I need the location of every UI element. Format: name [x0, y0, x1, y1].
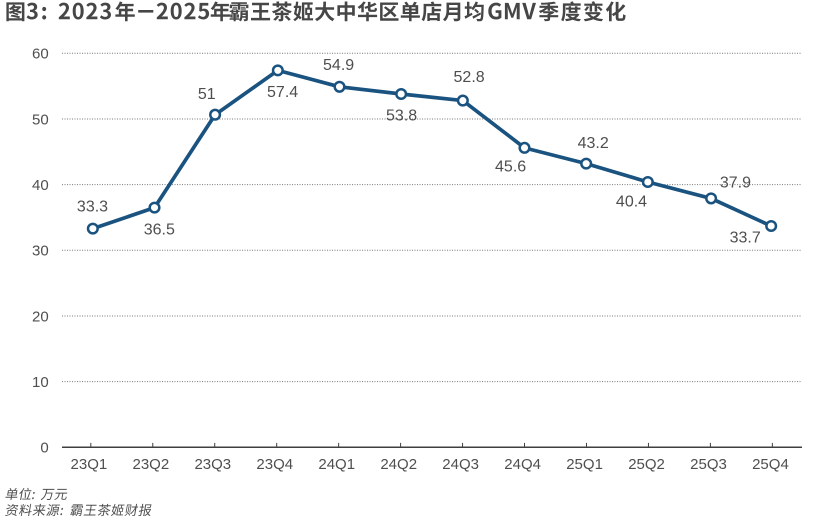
- svg-text:51: 51: [198, 86, 216, 103]
- svg-text:25Q4: 25Q4: [752, 456, 789, 473]
- svg-text:10: 10: [32, 374, 49, 391]
- svg-text:25Q2: 25Q2: [628, 456, 665, 473]
- svg-text:24Q1: 24Q1: [318, 456, 355, 473]
- svg-text:23Q2: 23Q2: [133, 456, 170, 473]
- svg-text:36.5: 36.5: [144, 221, 175, 238]
- svg-text:43.2: 43.2: [578, 135, 609, 152]
- svg-text:20: 20: [32, 308, 49, 325]
- svg-text:25Q1: 25Q1: [566, 456, 603, 473]
- svg-text:53.8: 53.8: [386, 108, 417, 125]
- svg-text:0: 0: [40, 440, 48, 457]
- svg-text:25Q3: 25Q3: [690, 456, 727, 473]
- svg-text:33.3: 33.3: [77, 199, 108, 216]
- svg-text:52.8: 52.8: [454, 69, 485, 86]
- svg-text:54.9: 54.9: [323, 57, 354, 74]
- svg-text:40.4: 40.4: [616, 193, 647, 210]
- svg-text:33.7: 33.7: [730, 229, 761, 246]
- svg-text:50: 50: [32, 111, 49, 128]
- svg-text:40: 40: [32, 177, 49, 194]
- svg-text:23Q1: 23Q1: [71, 456, 108, 473]
- svg-text:24Q3: 24Q3: [442, 456, 479, 473]
- svg-text:23Q4: 23Q4: [256, 456, 293, 473]
- svg-text:23Q3: 23Q3: [194, 456, 231, 473]
- svg-text:24Q4: 24Q4: [504, 456, 541, 473]
- svg-text:24Q2: 24Q2: [380, 456, 417, 473]
- svg-text:45.6: 45.6: [495, 159, 526, 176]
- svg-text:37.9: 37.9: [720, 174, 751, 191]
- svg-text:30: 30: [32, 243, 49, 260]
- svg-text:57.4: 57.4: [267, 84, 298, 101]
- svg-text:60: 60: [32, 46, 49, 63]
